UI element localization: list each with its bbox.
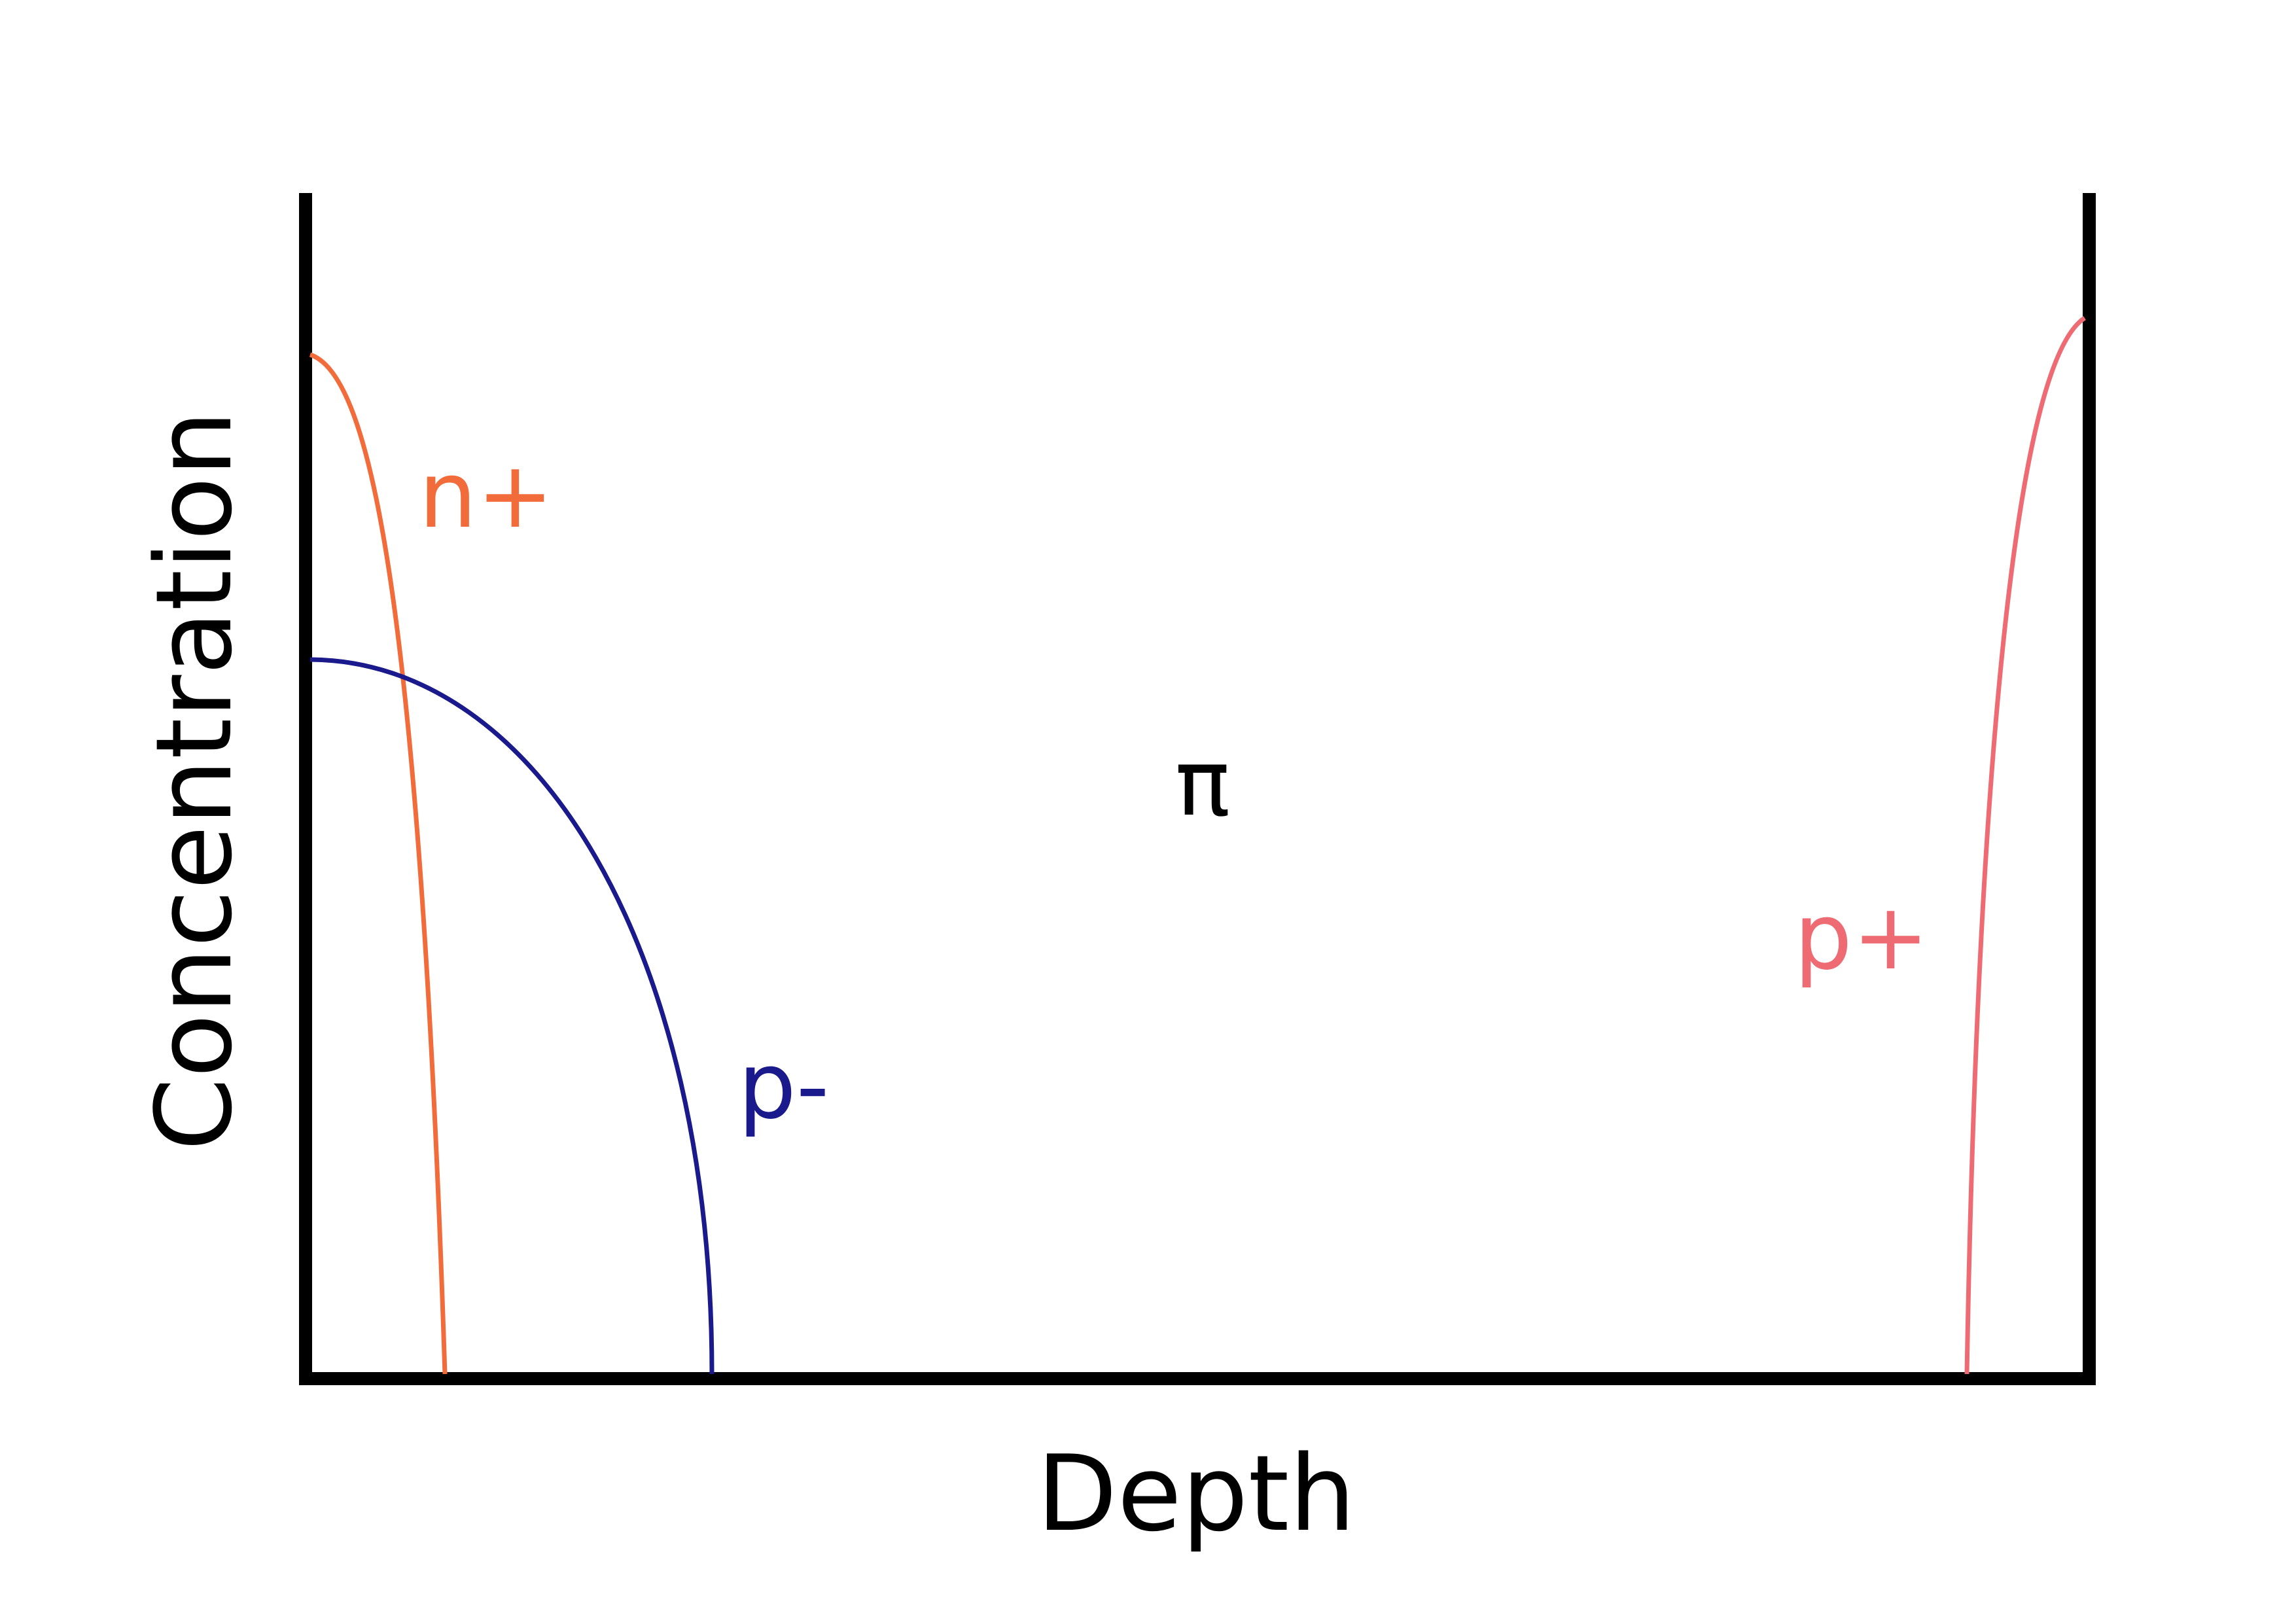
p-minus-label: p- <box>738 1033 829 1140</box>
axis-frame <box>299 193 2096 1385</box>
p-minus-curve <box>309 657 715 1375</box>
n-plus-curve <box>309 352 448 1375</box>
n-plus-label: n+ <box>419 442 554 549</box>
pi-label: π <box>1175 730 1230 837</box>
p-plus-curve <box>1964 316 2086 1375</box>
p-plus-label: p+ <box>1794 884 1929 991</box>
x-axis-label: Depth <box>1036 1432 1355 1555</box>
y-axis-label: Concentration <box>133 410 255 1151</box>
